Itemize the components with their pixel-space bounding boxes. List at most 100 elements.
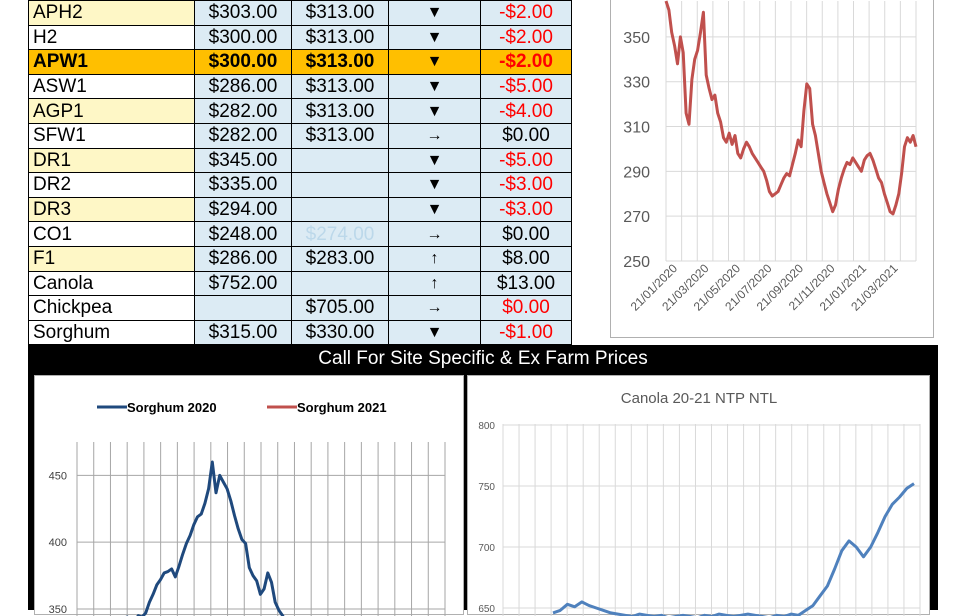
trend-icon: ▼ bbox=[388, 24, 481, 51]
change-cell: $0.00 bbox=[480, 122, 572, 149]
change-cell: -$2.00 bbox=[480, 49, 572, 75]
grade-cell: DR2 bbox=[28, 172, 195, 198]
grade-cell: DR1 bbox=[28, 147, 195, 174]
price-row-dr1: DR1 $345.00 ▼ -$5.00 bbox=[28, 147, 572, 174]
grade-cell: DR3 bbox=[28, 196, 195, 223]
change-cell: $0.00 bbox=[480, 295, 572, 321]
canola-chart-title: Canola 20-21 NTP NTL bbox=[621, 390, 777, 407]
y-tick-label: 250 bbox=[623, 254, 650, 271]
y-tick-label: 700 bbox=[478, 543, 495, 554]
change-cell: -$1.00 bbox=[480, 319, 572, 346]
grade-cell: Sorghum bbox=[28, 319, 195, 346]
change-cell: -$3.00 bbox=[480, 196, 572, 223]
apw1-history-chart-svg: 25027029031033035021/01/202021/03/202021… bbox=[623, 0, 918, 314]
change-cell: -$2.00 bbox=[480, 24, 572, 51]
price-row-f1: F1 $286.00 $283.00 ↑ $8.00 bbox=[28, 245, 572, 272]
apw1-history-chart: 250 270 290 310 330 350 21/01/2020 21/03/2020 21… bbox=[610, 0, 934, 338]
trend-icon: ▼ bbox=[388, 49, 481, 75]
price-cell: $286.00 bbox=[194, 73, 292, 100]
price-cell: $752.00 bbox=[194, 270, 292, 297]
change-cell: -$2.00 bbox=[480, 0, 572, 26]
price-row-dr3: DR3 $294.00 ▼ -$3.00 bbox=[28, 196, 572, 223]
trend-icon: → bbox=[388, 295, 481, 321]
change-cell: -$4.00 bbox=[480, 98, 572, 124]
grade-cell: CO1 bbox=[28, 221, 195, 247]
grade-cell: ASW1 bbox=[28, 73, 195, 100]
y-tick-label: 290 bbox=[623, 164, 650, 181]
price-cell: $345.00 bbox=[194, 147, 292, 174]
y-tick-label: 750 bbox=[478, 482, 495, 493]
price-row-aph2: APH2 $303.00 $313.00 ▼ -$2.00 bbox=[28, 0, 572, 26]
grade-cell: Canola bbox=[28, 270, 195, 297]
price-cell: $313.00 bbox=[291, 49, 389, 75]
y-tick-label: 350 bbox=[623, 30, 650, 47]
trend-icon: → bbox=[388, 122, 481, 149]
y-tick-label: 310 bbox=[623, 120, 650, 137]
price-cell: $330.00 bbox=[291, 319, 389, 346]
sorghum-chart: 350 400 450 Sorghum 2020 Sorghum 2021 bbox=[34, 375, 464, 616]
sorghum-2020-line bbox=[125, 460, 285, 616]
price-row-canola: Canola $752.00 ↑ $13.00 bbox=[28, 270, 572, 297]
legend-label: Sorghum 2020 bbox=[127, 400, 217, 415]
trend-icon: ↑ bbox=[388, 245, 481, 272]
grade-cell: H2 bbox=[28, 24, 195, 51]
price-cell: $300.00 bbox=[194, 24, 292, 51]
trend-icon: → bbox=[388, 221, 481, 247]
trend-icon: ▼ bbox=[388, 147, 481, 174]
trend-icon: ▼ bbox=[388, 0, 481, 26]
y-tick-label: 330 bbox=[623, 75, 650, 92]
legend-label: Sorghum 2021 bbox=[297, 400, 387, 415]
trend-icon: ▼ bbox=[388, 172, 481, 198]
trend-icon: ▼ bbox=[388, 319, 481, 346]
price-row-apw1: APW1 $300.00 $313.00 ▼ -$2.00 bbox=[28, 49, 572, 75]
change-cell: -$5.00 bbox=[480, 147, 572, 174]
trend-icon: ▼ bbox=[388, 196, 481, 223]
grade-cell: SFW1 bbox=[28, 122, 195, 149]
grade-cell: APW1 bbox=[28, 49, 195, 75]
price-cell: $282.00 bbox=[194, 122, 292, 149]
y-tick-label: 800 bbox=[478, 421, 495, 432]
grade-cell: APH2 bbox=[28, 0, 195, 26]
grade-cell: AGP1 bbox=[28, 98, 195, 124]
change-cell: $13.00 bbox=[480, 270, 572, 297]
price-cell: $300.00 bbox=[194, 49, 292, 75]
change-cell: -$3.00 bbox=[480, 172, 572, 198]
price-cell: $315.00 bbox=[194, 319, 292, 346]
price-cell bbox=[194, 295, 292, 321]
price-row-dr2: DR2 $335.00 ▼ -$3.00 bbox=[28, 172, 572, 198]
price-table: APH2 $303.00 $313.00 ▼ -$2.00 H2 $300.00 $313.0… bbox=[28, 0, 572, 346]
price-cell: $313.00 bbox=[291, 122, 389, 149]
change-cell: $8.00 bbox=[480, 245, 572, 272]
canola-chart: Canola 20-21 NTP NTL 650 700 750 800 bbox=[467, 375, 930, 616]
price-cell bbox=[291, 172, 389, 198]
price-cell bbox=[291, 147, 389, 174]
y-tick-label: 400 bbox=[49, 537, 67, 549]
price-cell: $274.00 bbox=[291, 221, 389, 247]
change-cell: -$5.00 bbox=[480, 73, 572, 100]
trend-icon: ↑ bbox=[388, 270, 481, 297]
site-specific-banner: Call For Site Specific & Ex Farm Prices bbox=[28, 345, 938, 372]
price-cell: $313.00 bbox=[291, 73, 389, 100]
y-tick-label: 450 bbox=[49, 470, 67, 482]
canola-price-line bbox=[552, 482, 915, 616]
price-row-sorghum: Sorghum $315.00 $330.00 ▼ -$1.00 bbox=[28, 319, 572, 346]
price-cell: $283.00 bbox=[291, 245, 389, 272]
price-row-h2: H2 $300.00 $313.00 ▼ -$2.00 bbox=[28, 24, 572, 51]
price-row-co1: CO1 $248.00 $274.00 → $0.00 bbox=[28, 221, 572, 247]
price-cell: $705.00 bbox=[291, 295, 389, 321]
price-cell: $313.00 bbox=[291, 98, 389, 124]
price-cell: $294.00 bbox=[194, 196, 292, 223]
change-cell: $0.00 bbox=[480, 221, 572, 247]
price-cell: $313.00 bbox=[291, 24, 389, 51]
price-cell: $282.00 bbox=[194, 98, 292, 124]
price-cell bbox=[291, 196, 389, 223]
apw1-price-line bbox=[664, 0, 918, 216]
grade-cell: F1 bbox=[28, 245, 195, 272]
price-row-agp1: AGP1 $282.00 $313.00 ▼ -$4.00 bbox=[28, 98, 572, 124]
price-cell bbox=[291, 270, 389, 297]
grade-cell: Chickpea bbox=[28, 295, 195, 321]
trend-icon: ▼ bbox=[388, 98, 481, 124]
price-row-sfw1: SFW1 $282.00 $313.00 → $0.00 bbox=[28, 122, 572, 149]
